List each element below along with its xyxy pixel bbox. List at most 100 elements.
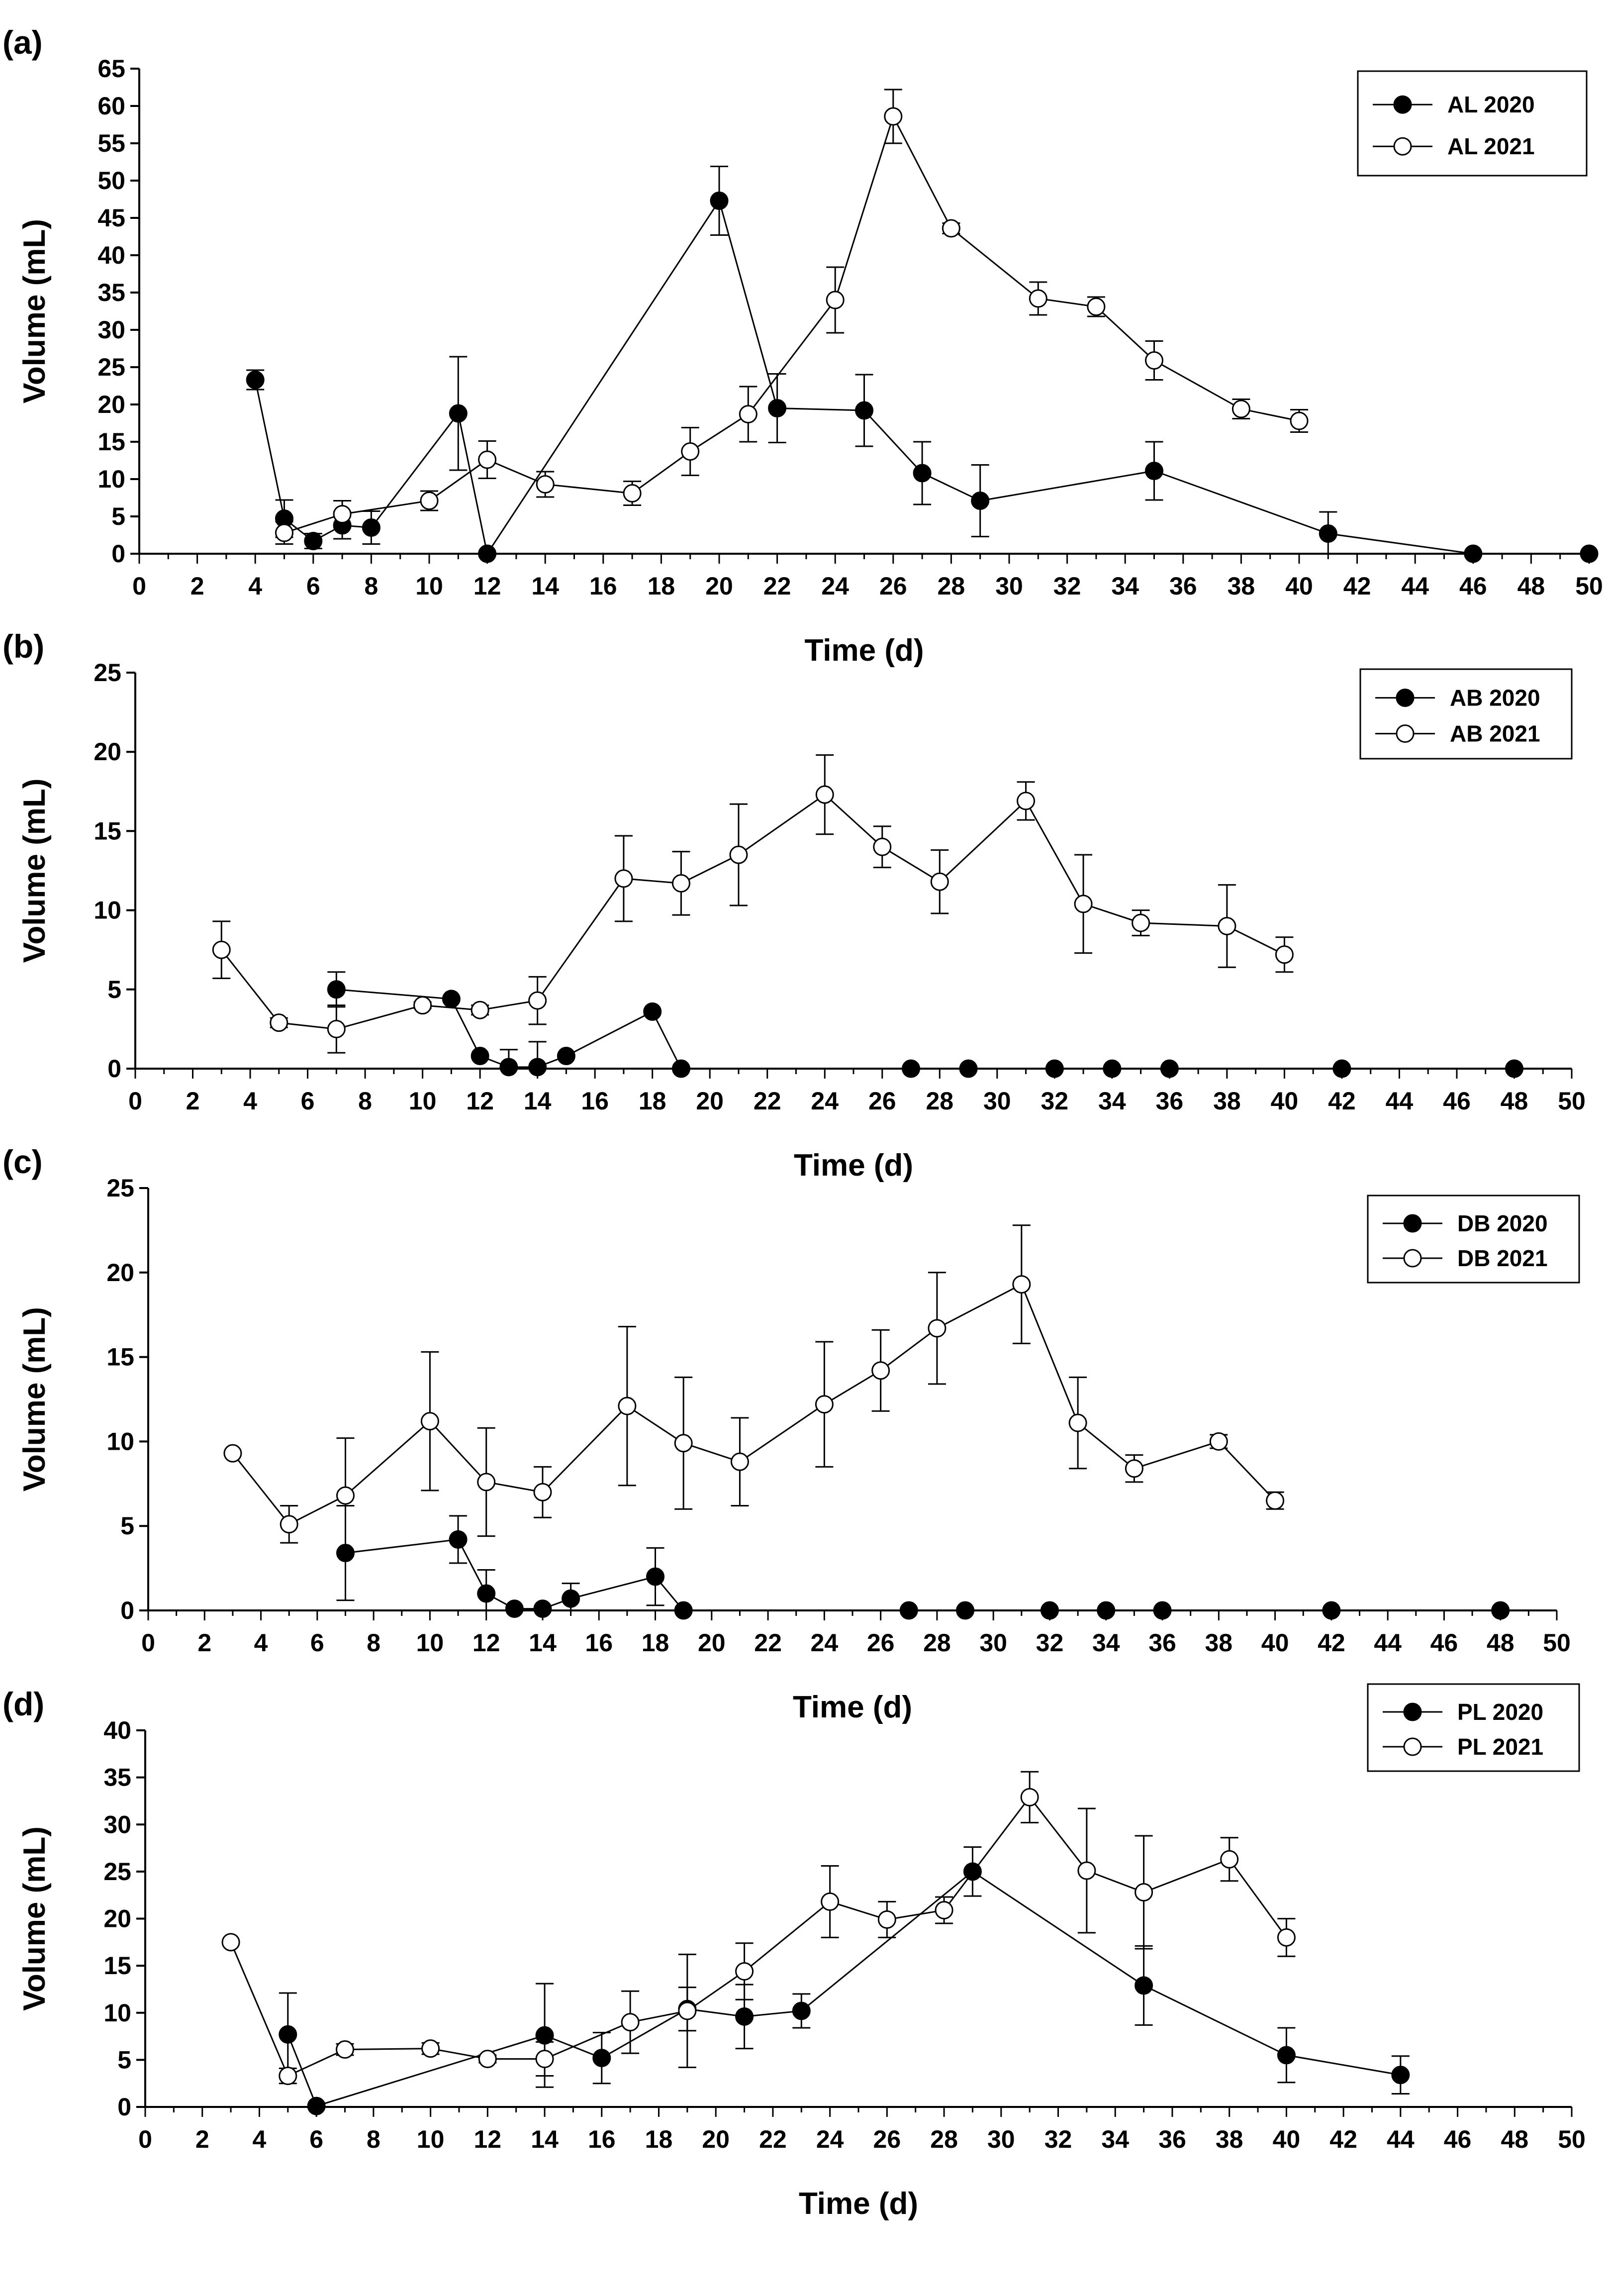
series-line bbox=[254, 199, 1589, 556]
y-tick-label: 5 bbox=[107, 976, 121, 1003]
data-point bbox=[792, 2001, 811, 2020]
data-point bbox=[735, 1962, 754, 1981]
data-point bbox=[275, 523, 293, 542]
x-tick-label: 30 bbox=[995, 572, 1023, 600]
data-point bbox=[471, 1047, 489, 1066]
legend-label: PL 2020 bbox=[1457, 1699, 1543, 1725]
x-tick-label: 28 bbox=[938, 572, 965, 600]
data-point bbox=[420, 1412, 439, 1431]
data-point bbox=[956, 1601, 975, 1620]
y-tick-label: 25 bbox=[106, 1174, 134, 1202]
x-tick-label: 42 bbox=[1318, 1629, 1345, 1657]
data-point bbox=[618, 1397, 637, 1415]
data-point bbox=[528, 1058, 547, 1077]
x-tick-label: 48 bbox=[1487, 1629, 1515, 1657]
data-point bbox=[270, 1013, 288, 1032]
x-axis-title: Time (d) bbox=[793, 1690, 912, 1724]
y-tick-label: 0 bbox=[111, 540, 125, 568]
data-point bbox=[279, 2025, 297, 2044]
x-tick-label: 34 bbox=[1092, 1629, 1120, 1657]
data-point bbox=[1077, 1861, 1096, 1880]
data-point bbox=[959, 1059, 978, 1078]
x-tick-label: 10 bbox=[415, 572, 443, 600]
y-tick-label: 50 bbox=[97, 167, 125, 195]
y-tick-label: 10 bbox=[97, 465, 125, 493]
x-tick-label: 28 bbox=[926, 1087, 953, 1115]
x-tick-label: 26 bbox=[879, 572, 907, 600]
x-tick-label: 20 bbox=[696, 1087, 724, 1115]
data-point bbox=[730, 1452, 749, 1471]
data-point bbox=[533, 1599, 552, 1618]
legend-marker bbox=[1396, 689, 1415, 707]
data-point bbox=[899, 1601, 918, 1620]
data-point bbox=[1505, 1059, 1523, 1078]
x-tick-label: 2 bbox=[186, 1087, 200, 1115]
legend: PL 2020 PL 2021 bbox=[1367, 1683, 1580, 1772]
x-tick-label: 30 bbox=[987, 2125, 1015, 2153]
x-tick-label: 10 bbox=[417, 2125, 445, 2153]
x-tick-label: 44 bbox=[1374, 1629, 1402, 1657]
x-tick-label: 14 bbox=[524, 1087, 552, 1115]
data-point bbox=[1491, 1601, 1510, 1620]
x-axis-title: Time (d) bbox=[805, 633, 924, 668]
data-point bbox=[1209, 1432, 1228, 1451]
data-point bbox=[913, 464, 932, 483]
x-tick-label: 6 bbox=[310, 1629, 324, 1657]
data-point bbox=[935, 1900, 953, 1919]
data-point bbox=[1045, 1059, 1064, 1078]
x-tick-label: 16 bbox=[585, 1629, 613, 1657]
data-point bbox=[442, 990, 461, 1008]
y-tick-label: 30 bbox=[103, 1810, 131, 1838]
data-point bbox=[646, 1567, 665, 1586]
series-db-2020 bbox=[336, 1504, 1510, 1620]
series-line bbox=[221, 794, 1285, 1030]
x-tick-label: 38 bbox=[1216, 2125, 1243, 2153]
data-point bbox=[477, 1473, 496, 1492]
x-tick-label: 48 bbox=[1517, 572, 1545, 600]
legend-label: DB 2021 bbox=[1457, 1245, 1548, 1271]
data-point bbox=[1220, 1850, 1239, 1869]
x-tick-label: 14 bbox=[531, 2125, 559, 2153]
x-tick-label: 50 bbox=[1558, 1087, 1586, 1115]
legend-label: PL 2021 bbox=[1457, 1734, 1543, 1760]
data-point bbox=[536, 475, 555, 494]
y-tick-label: 45 bbox=[97, 204, 125, 232]
y-tick-label: 35 bbox=[97, 279, 125, 306]
x-tick-label: 8 bbox=[367, 2125, 380, 2153]
y-axis-title: Volume (mL) bbox=[17, 1307, 52, 1492]
data-point bbox=[855, 401, 873, 420]
y-tick-label: 20 bbox=[97, 391, 125, 418]
data-point bbox=[449, 1530, 468, 1549]
data-point bbox=[826, 291, 845, 309]
x-tick-label: 6 bbox=[309, 2125, 323, 2153]
x-tick-label: 42 bbox=[1329, 2125, 1357, 2153]
x-tick-label: 16 bbox=[589, 572, 617, 600]
x-tick-label: 30 bbox=[983, 1087, 1011, 1115]
data-point bbox=[1160, 1059, 1179, 1078]
data-point bbox=[535, 2049, 554, 2068]
data-point bbox=[280, 1515, 298, 1534]
x-tick-label: 4 bbox=[243, 1087, 257, 1115]
x-tick-label: 48 bbox=[1501, 2125, 1528, 2153]
x-tick-label: 14 bbox=[531, 572, 559, 600]
legend-label: AL 2021 bbox=[1447, 133, 1535, 159]
x-tick-label: 24 bbox=[816, 2125, 844, 2153]
x-tick-label: 20 bbox=[705, 572, 733, 600]
data-point bbox=[768, 399, 787, 417]
data-point bbox=[421, 2039, 440, 2058]
y-axis-title: Volume (mL) bbox=[17, 779, 52, 963]
data-point bbox=[681, 442, 700, 461]
data-point bbox=[1017, 792, 1036, 810]
y-tick-label: 5 bbox=[117, 2046, 131, 2074]
x-tick-label: 50 bbox=[1575, 572, 1603, 600]
x-tick-label: 46 bbox=[1443, 1087, 1471, 1115]
data-point bbox=[902, 1059, 921, 1078]
x-tick-label: 18 bbox=[645, 2125, 673, 2153]
data-point bbox=[223, 1444, 242, 1463]
y-tick-label: 40 bbox=[97, 241, 125, 269]
series-db-2021 bbox=[223, 1224, 1285, 1554]
data-point bbox=[307, 2096, 326, 2115]
y-tick-label: 20 bbox=[106, 1259, 134, 1287]
data-point bbox=[1087, 298, 1106, 316]
